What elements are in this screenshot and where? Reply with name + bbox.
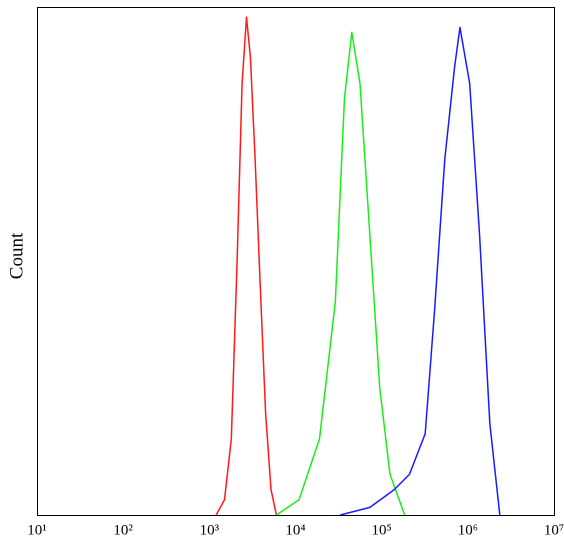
y-axis-label: Count — [6, 232, 27, 279]
histogram-line — [339, 26, 501, 516]
x-tick-label: 10⁵ — [372, 522, 392, 538]
plot-frame — [37, 7, 555, 516]
histogram-line — [215, 16, 278, 516]
x-tick-label: 10⁶ — [458, 522, 478, 538]
x-tick-label: 10⁴ — [285, 522, 305, 538]
x-tick-label: 10¹ — [27, 522, 47, 538]
histogram-line — [275, 31, 406, 516]
x-tick-label: 10² — [113, 522, 133, 538]
x-tick-label: 10⁷ — [544, 522, 564, 538]
x-tick-label: 10³ — [200, 522, 220, 538]
